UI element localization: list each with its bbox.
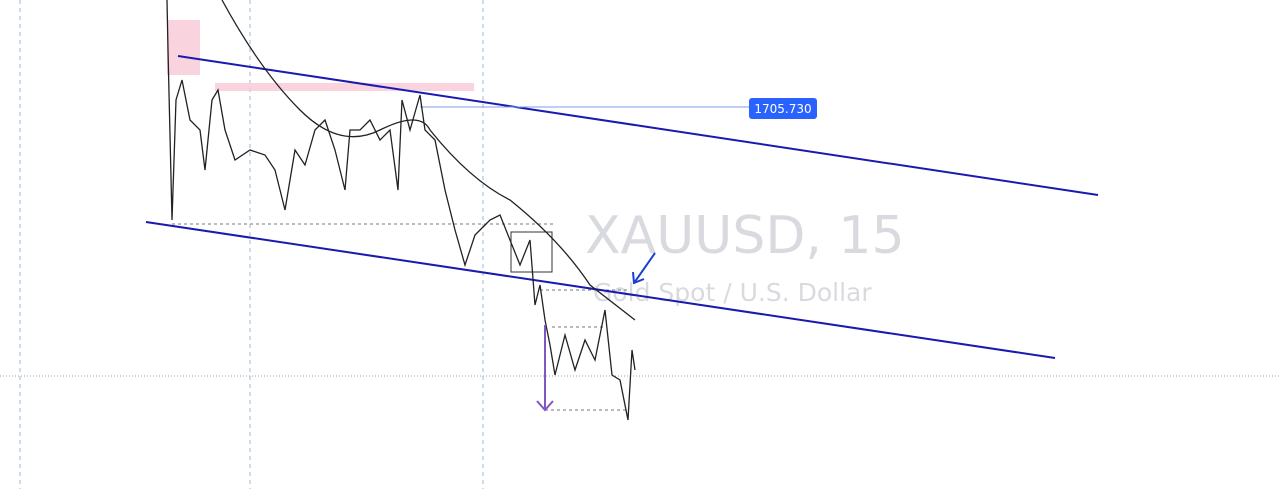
zone bbox=[215, 83, 474, 91]
arrow-head bbox=[632, 271, 645, 285]
watermark-symbol: XAUUSD, 15 bbox=[585, 206, 905, 266]
arrow-shaft bbox=[633, 252, 656, 284]
pointer-arrow bbox=[632, 252, 656, 285]
grid bbox=[19, 0, 484, 489]
channel-top bbox=[177, 55, 1099, 196]
channel-bottom bbox=[145, 221, 1056, 359]
price-series bbox=[166, 0, 636, 421]
guides bbox=[172, 223, 630, 411]
target-arrow bbox=[536, 325, 554, 412]
arrow-head bbox=[536, 400, 554, 412]
price-label-box bbox=[749, 98, 817, 119]
watermark-description: Gold Spot / U.S. Dollar bbox=[593, 278, 872, 307]
moving-average bbox=[221, 0, 636, 321]
box bbox=[510, 231, 553, 273]
zone bbox=[167, 20, 200, 75]
price-label: 1705.730 bbox=[754, 102, 811, 116]
